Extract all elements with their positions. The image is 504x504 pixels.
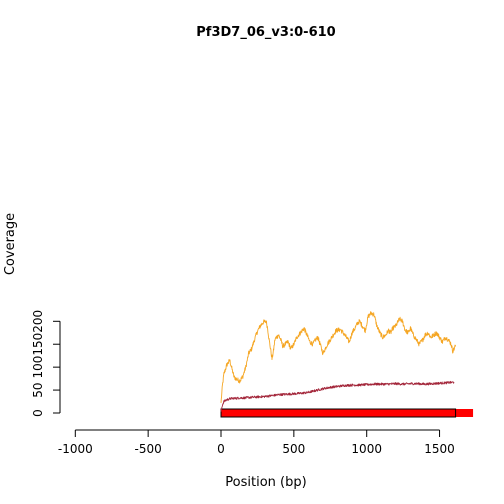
feature-bar	[221, 409, 474, 417]
x-tick-label: -500	[135, 442, 162, 456]
feature-bar-outline	[220, 408, 457, 418]
y-tick-label: 0	[31, 409, 45, 417]
y-tick-label: 50	[31, 382, 45, 397]
x-axis: -1000 -500 0 500 1000 1500	[58, 429, 455, 456]
x-tick-label: 1000	[351, 442, 382, 456]
x-tick-label: -1000	[58, 442, 93, 456]
chart-title: Pf3D7_06_v3:0-610	[196, 25, 335, 40]
x-tick-label: 500	[282, 442, 305, 456]
y-tick-label: 200	[31, 310, 45, 333]
y-tick-label: 100	[31, 356, 45, 379]
series-line-2	[220, 380, 455, 412]
plot-area	[220, 311, 474, 418]
y-tick-label: 150	[31, 333, 45, 356]
x-tick-label: 1500	[424, 442, 455, 456]
series-line-1	[220, 311, 457, 403]
y-axis-label: Coverage	[3, 213, 18, 275]
x-axis-label: Position (bp)	[225, 475, 306, 490]
x-tick-label: 0	[217, 442, 225, 456]
